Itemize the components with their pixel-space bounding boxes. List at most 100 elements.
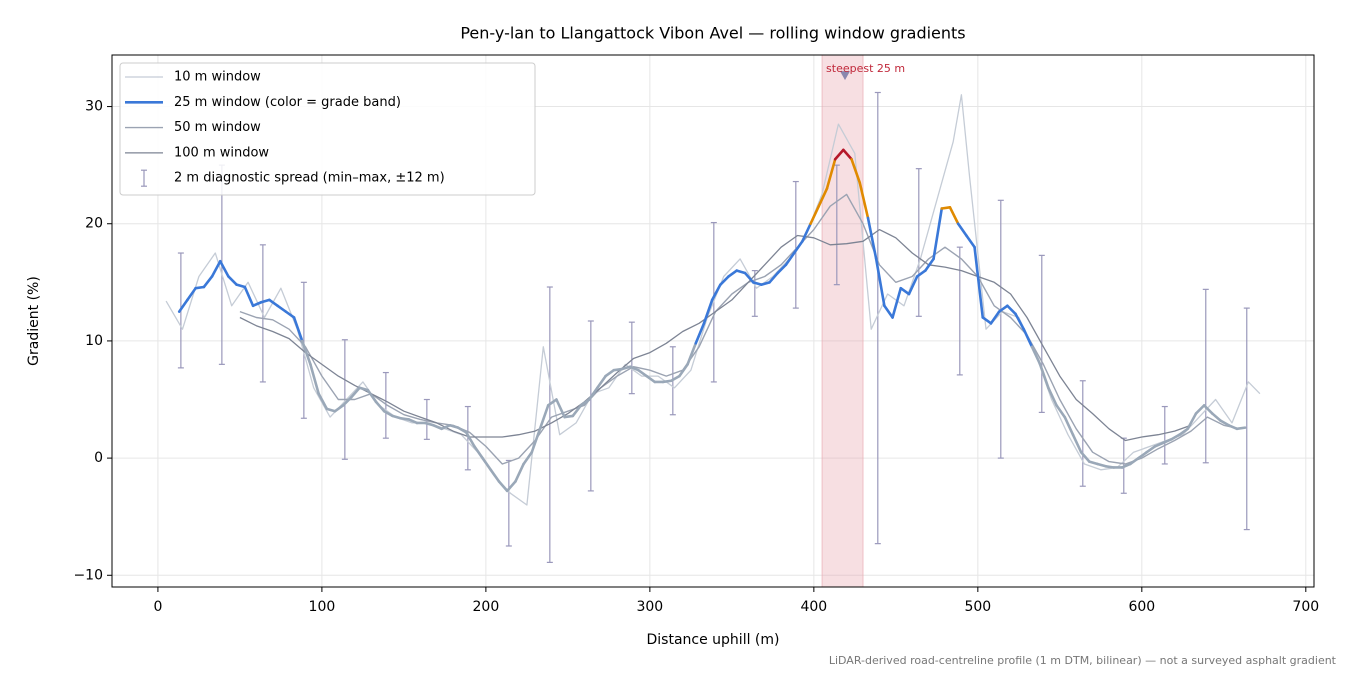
line-segment [817,187,829,208]
line-segment [1063,415,1075,436]
line-segment [760,281,771,286]
error-bar [382,371,389,439]
line-segment [1161,438,1173,445]
line-segment [792,240,804,255]
line-segment [751,281,763,286]
y-tick-label: 0 [94,450,103,466]
x-tick-label: 400 [800,599,827,615]
line-segment [1038,363,1050,390]
line-segment [1088,460,1099,466]
line-segment [251,300,263,308]
line-segment [1153,441,1165,448]
error-bar [792,180,799,309]
line-segment [1014,312,1026,331]
line-segment [555,398,566,419]
line-segment [350,386,361,399]
line-segment [645,374,657,384]
line-segment [1202,404,1214,415]
line-segment [538,404,550,431]
line-segment [186,286,197,302]
line-segment [497,480,509,493]
error-bar [1038,254,1045,414]
line-segment [227,275,238,286]
line-segment [587,386,599,401]
error-bar [628,321,635,395]
y-tick-label: 20 [85,216,103,232]
x-axis-label: Distance uphill (m) [647,632,780,648]
line-segment [530,427,542,454]
line-segment [874,257,886,308]
line-segment [464,431,476,448]
line-segment [1047,386,1058,407]
line-segment [965,234,976,249]
line-segment [473,445,484,460]
line-segment [833,148,845,161]
line-segment [915,269,927,278]
line-segment [399,416,411,421]
line-segment [333,404,345,413]
error-bar [1202,288,1209,464]
x-tick-label: 500 [964,599,991,615]
line-segment [341,395,353,407]
line-segment [850,157,862,185]
line-segment [456,426,468,434]
line-segment [1104,465,1116,469]
error-bar [1161,405,1168,465]
line-segment [694,322,706,345]
line-segment [235,283,247,289]
line-segment [956,222,968,237]
line-segment [1096,462,1108,468]
line-segment [505,480,517,493]
line-segment [989,310,1001,325]
line-segment [801,222,812,243]
x-tick-label: 700 [1292,599,1319,615]
line-segment [522,450,534,466]
line-segment [948,206,960,226]
line-segment [218,259,230,278]
line-segment [268,298,279,308]
line-segment [432,423,443,431]
legend-label: 25 m window (color = grade band) [174,95,401,110]
line-segment [743,271,755,284]
annotation-marker [840,71,851,81]
line-segment [637,368,648,378]
line-segment [661,379,673,384]
line-segment [710,283,722,302]
error-bar [956,246,963,376]
line-segment [981,316,993,325]
line-segment [940,206,952,210]
line-segment [489,468,501,483]
error-bar [505,459,512,547]
error-bar [1079,380,1086,487]
legend-box [119,62,536,196]
x-tick-label: 100 [309,599,336,615]
line-segment [678,363,689,378]
line-segment [317,392,329,411]
legend-label: 100 m window [174,145,269,160]
line [239,228,1192,442]
line-segment [604,368,616,378]
line-segment [1055,404,1067,419]
line-segment [546,398,558,407]
line-segment [997,304,1009,313]
line-segment [735,269,747,275]
line-segment [407,418,419,425]
line-segment [1079,450,1091,463]
line-segment [563,414,575,419]
line-segment [579,398,591,407]
line-segment [309,363,320,395]
line-segment [1030,345,1042,366]
line-segment [628,365,640,372]
line-segment [391,414,402,420]
line-segment [1235,426,1247,431]
line-segment [973,245,985,319]
highlight-band [821,54,864,588]
line-segment [1194,404,1206,415]
line-segment [177,298,189,313]
y-tick-label: 30 [85,99,103,115]
line-segment [825,157,837,190]
x-tick-label: 600 [1128,599,1155,615]
line-segment [423,421,435,427]
line-segment [883,304,894,319]
line-segment [776,263,788,275]
